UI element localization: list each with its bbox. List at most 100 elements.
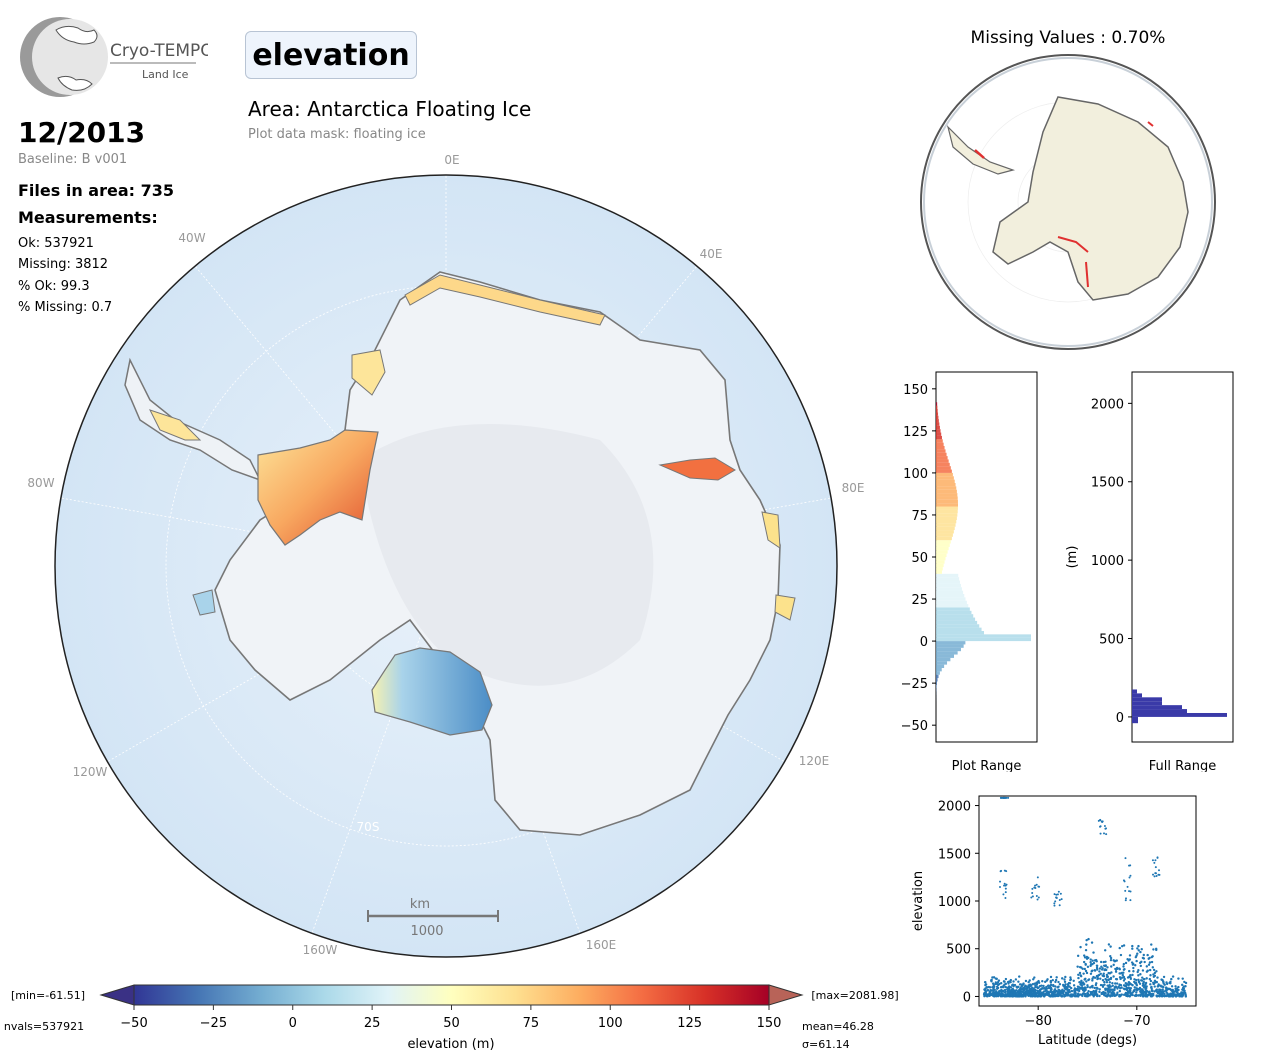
x-axis-label: Full Range [1149,759,1217,772]
y-tick-label: 0 [1116,711,1124,726]
shackleton-ice-shelf [774,594,796,621]
histogram-bar [936,493,958,497]
histogram-bar [936,563,944,568]
scale-unit: km [410,897,430,912]
y-tick-label: 1500 [938,847,971,862]
histogram-bar [936,577,960,581]
histogram-bar [936,637,1031,642]
histogram-bar [936,620,978,625]
histogram-bar [936,516,957,520]
histogram-bar [936,543,950,547]
histogram-bar [936,631,984,635]
ross-ice-shelf [371,647,493,736]
histogram-bar [936,557,946,561]
histogram-bar [936,503,958,507]
histogram-bar [936,550,948,554]
y-tick-label: 100 [903,467,928,482]
pct-ok: % Ok: 99.3 [18,279,90,294]
histogram-bar [936,509,958,514]
histogram-bar [936,415,939,420]
y-tick-label: 50 [911,551,928,566]
colorbar-tick: 125 [677,1016,702,1031]
histogram-bar [936,419,939,423]
elevation-colorbar: −50 −25 0 25 50 75 100 125 150 elevation (m) [mi… [4,984,899,1052]
histogram-bar [936,583,961,588]
histogram-bar [936,520,957,524]
histogram-bar [936,617,976,621]
histogram-bar [936,432,942,436]
logo-name: Cryo-TEMPO [110,41,208,61]
pct-missing: % Missing: 0.7 [18,300,113,315]
min-value: [min=-61.51] [11,989,85,1002]
histogram-bar [936,452,947,457]
histogram-bar [936,412,939,416]
colorbar-tick: 150 [757,1016,782,1031]
variable-title: elevation [245,31,417,79]
meridian-label: 80E [842,481,865,495]
x-axis-label: Plot Range [952,759,1022,772]
files-count: Files in area: 735 [18,181,174,200]
max-value: [max=2081.98] [811,989,898,1002]
histogram-bar [936,439,943,443]
histogram-bar [1132,705,1182,710]
larsen-ice-shelf [149,409,202,441]
histogram-bar [936,422,940,426]
histogram-bar [1132,712,1227,717]
histogram-bar [936,523,956,527]
histogram-bar [936,486,957,490]
y-tick-label: −50 [901,719,928,734]
histogram-bar [936,668,942,672]
meridian-label: 80W [27,476,54,490]
histogram-bar [936,442,944,446]
histogram-bar [936,435,942,440]
histogram-bar [936,530,954,534]
colorbar-tick: −50 [120,1016,147,1031]
colorbar-tick: 50 [443,1016,460,1031]
y-tick-label: 2000 [938,800,971,815]
missing-count: Missing: 3812 [18,257,109,272]
histogram-bar [936,409,938,413]
histogram-bar [936,664,945,668]
inset-landmass [992,96,1189,301]
colorbar-tick: 25 [364,1016,381,1031]
histogram-bar [936,546,949,551]
histogram-bar [936,553,947,557]
y-tick-label: −25 [901,677,928,692]
histogram-bar [936,580,960,584]
date-label: 12/2013 [18,116,146,149]
histogram-bar [936,446,945,450]
x-tick-label: −70 [1123,1014,1150,1029]
meridian-label: 120E [799,754,830,768]
histogram-bar [936,469,952,473]
meridian-label: 40E [700,247,723,261]
histogram-bar [936,684,937,689]
latitude-scatter-plot: −80 −70 2000 1500 1000 500 0 Latitude (degs) ele… [911,795,1197,1048]
histogram-bar [936,429,941,433]
histogram-bar [936,533,953,537]
histogram-bar [936,647,961,652]
colorbar-tick: 75 [523,1016,540,1031]
scale-value: 1000 [410,924,443,939]
y-tick-label: 500 [1099,633,1124,648]
histogram-bar [936,597,966,601]
histogram-bar [1132,697,1162,702]
histogram-bar [936,456,948,460]
missing-values-map [920,54,1216,350]
plot-range-histogram: 150 125 100 75 50 25 0 −25 −50 Plot Range [901,371,1038,772]
histogram-bar [936,425,940,430]
histogram-bar [936,644,964,648]
histogram-bar [936,459,949,463]
full-range-histogram: 2000 1500 1000 500 0 Full Range (m) [1065,371,1234,772]
scatter-points [982,796,1188,998]
east-ice-shelf [761,511,781,549]
histogram-bar [936,513,958,517]
ronne-filchner-ice-shelf [257,429,379,546]
histogram-bar [936,573,959,578]
colorbar-tick: 0 [289,1016,297,1031]
y-tick-label: 500 [946,943,971,958]
colorbar-label: elevation (m) [407,1037,494,1052]
x-tick-label: −80 [1024,1014,1051,1029]
meridian-label: 160W [303,943,338,957]
histogram-bar [1132,701,1162,706]
y-axis-label: (m) [1065,546,1080,569]
